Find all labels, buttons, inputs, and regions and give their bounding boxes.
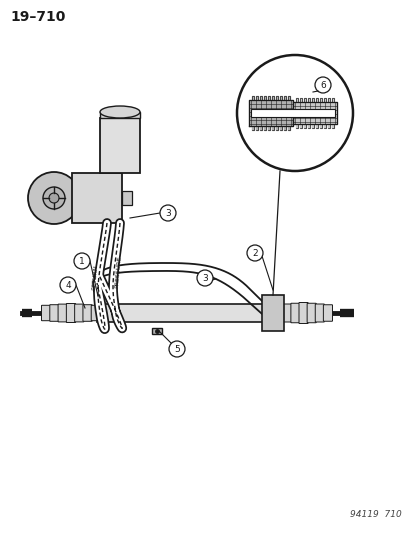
Polygon shape [255,126,257,130]
FancyBboxPatch shape [100,118,140,173]
Ellipse shape [100,106,140,118]
Polygon shape [327,98,329,102]
Polygon shape [327,124,329,128]
FancyBboxPatch shape [152,328,161,334]
FancyBboxPatch shape [290,303,299,323]
Text: PRESSURE: PRESSURE [114,255,121,288]
Polygon shape [307,124,309,128]
FancyBboxPatch shape [261,295,283,331]
FancyBboxPatch shape [122,191,132,205]
FancyBboxPatch shape [74,304,84,322]
Polygon shape [259,126,261,130]
Polygon shape [331,98,333,102]
FancyBboxPatch shape [41,305,51,321]
Polygon shape [263,96,266,100]
Polygon shape [275,126,277,130]
FancyBboxPatch shape [323,305,332,321]
Circle shape [43,187,65,209]
Polygon shape [252,126,254,130]
Circle shape [28,172,80,224]
Polygon shape [283,126,285,130]
Text: 4: 4 [65,280,71,289]
FancyBboxPatch shape [50,305,59,321]
Polygon shape [275,96,277,100]
Polygon shape [267,96,269,100]
Polygon shape [311,124,313,128]
FancyBboxPatch shape [66,303,76,322]
FancyBboxPatch shape [314,304,324,322]
Text: 19–710: 19–710 [10,10,65,24]
Circle shape [314,77,330,93]
Polygon shape [303,124,305,128]
FancyBboxPatch shape [298,303,307,324]
Polygon shape [295,98,297,102]
Text: 1: 1 [79,256,85,265]
Text: RETURN: RETURN [91,264,98,289]
Polygon shape [299,98,301,102]
Polygon shape [331,124,333,128]
FancyBboxPatch shape [274,305,283,321]
Circle shape [74,253,90,269]
Text: 5: 5 [174,344,179,353]
Circle shape [247,245,262,261]
Polygon shape [315,98,317,102]
Polygon shape [292,102,336,124]
Polygon shape [248,100,292,126]
Polygon shape [271,126,273,130]
Polygon shape [271,96,273,100]
Circle shape [159,205,176,221]
Polygon shape [279,96,281,100]
FancyBboxPatch shape [266,305,275,320]
Polygon shape [315,124,317,128]
Polygon shape [287,96,289,100]
Polygon shape [299,124,301,128]
Polygon shape [279,126,281,130]
FancyBboxPatch shape [100,112,140,118]
Polygon shape [263,126,266,130]
Circle shape [197,270,212,286]
Circle shape [169,341,185,357]
Text: 2: 2 [252,248,257,257]
FancyBboxPatch shape [97,304,266,322]
Text: 94119  710: 94119 710 [349,510,401,519]
Text: 6: 6 [319,80,325,90]
Polygon shape [323,124,325,128]
Text: 3: 3 [202,273,207,282]
Polygon shape [311,98,313,102]
Polygon shape [287,126,289,130]
Polygon shape [307,98,309,102]
Circle shape [49,193,59,203]
Polygon shape [323,98,325,102]
Polygon shape [303,98,305,102]
Polygon shape [259,96,261,100]
Polygon shape [295,124,297,128]
FancyBboxPatch shape [306,303,316,323]
Polygon shape [319,98,321,102]
FancyBboxPatch shape [91,305,100,321]
Polygon shape [319,124,321,128]
FancyBboxPatch shape [83,305,92,321]
FancyBboxPatch shape [58,304,67,322]
FancyBboxPatch shape [250,109,334,117]
Circle shape [60,277,76,293]
Polygon shape [255,96,257,100]
Text: 3: 3 [165,208,171,217]
Circle shape [236,55,352,171]
Polygon shape [252,96,254,100]
Polygon shape [283,96,285,100]
Polygon shape [267,126,269,130]
FancyBboxPatch shape [72,173,122,223]
FancyBboxPatch shape [282,304,291,322]
